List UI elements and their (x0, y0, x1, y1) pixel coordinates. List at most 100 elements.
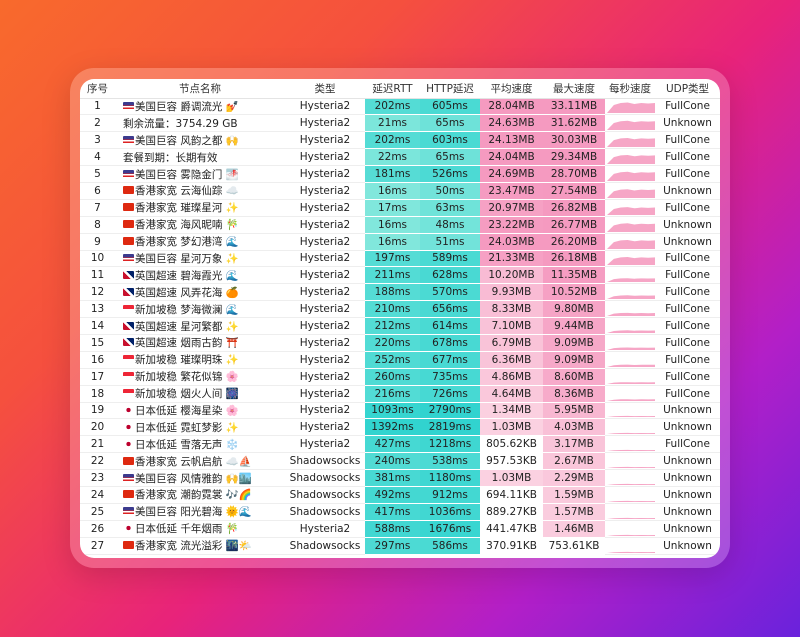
node-name: 套餐到期：长期有效 (115, 148, 285, 167)
avg-speed: 24.04MB (480, 148, 543, 167)
http-latency: 2790ms (420, 402, 480, 420)
flag-us-icon (123, 473, 134, 482)
udp-type: Unknown (655, 452, 720, 471)
col-per-second-speed-header[interactable]: 每秒速度 (605, 79, 655, 99)
avg-speed: 441.47KB (480, 520, 543, 538)
table-row[interactable]: 19 日本低延 樱海星染 🌸 Hysteria2 1093ms 2790ms 1.34MB… (80, 402, 720, 420)
table-row[interactable]: 17 新加坡稳 繁花似锦 🌸 Hysteria2 260ms 735ms 4.86MB 8.… (80, 368, 720, 386)
flag-sg-icon (123, 355, 134, 364)
table-row[interactable]: 12 英国超速 风弄花海 🍊 Hysteria2 188ms 570ms 9.93MB 10… (80, 283, 720, 302)
rtt-latency: 1392ms (365, 418, 420, 437)
row-index: 11 (80, 266, 115, 285)
table-row[interactable]: 8 香港家宽 海风昵喃 🎋 Hysteria2 16ms 48ms 23.22MB 26.7… (80, 216, 720, 234)
row-index: 15 (80, 334, 115, 352)
avg-speed: 10.20MB (480, 266, 543, 285)
table-row[interactable]: 1 美国巨容 爵调流光 💅 Hysteria2 202ms 605ms 28.04MB 33… (80, 98, 720, 116)
http-latency: 656ms (420, 300, 480, 319)
table-row[interactable]: 18 新加坡稳 烟火人间 🎆 Hysteria2 216ms 726ms 4.64MB 8.… (80, 385, 720, 403)
per-second-speed-sparkline (605, 148, 655, 167)
row-index: 12 (80, 283, 115, 302)
avg-speed: 24.13MB (480, 131, 543, 150)
col-max-speed-header[interactable]: 最大速度 (543, 79, 605, 99)
per-second-speed-sparkline (605, 452, 655, 471)
rtt-latency: 220ms (365, 334, 420, 352)
http-latency: 589ms (420, 250, 480, 268)
rtt-latency: 381ms (365, 469, 420, 487)
node-name-text: 香港家宽 璀璨星河 ✨ (135, 202, 239, 215)
node-type: Hysteria2 (285, 98, 365, 116)
sparkline-chart (607, 398, 655, 401)
rtt-latency: 21ms (365, 114, 420, 133)
node-type: Hysteria2 (285, 233, 365, 251)
http-latency: 678ms (420, 334, 480, 352)
per-second-speed-sparkline (605, 537, 655, 555)
table-row[interactable]: 9 香港家宽 梦幻港湾 🌊 Hysteria2 16ms 51ms 24.03MB 26.2… (80, 233, 720, 251)
table-row[interactable]: 20 日本低延 霓虹梦影 ✨ Hysteria2 1392ms 2819ms 1.03MB… (80, 418, 720, 437)
col-http-latency-header[interactable]: HTTP延迟 (420, 79, 480, 99)
node-type: Hysteria2 (285, 182, 365, 200)
sparkline-chart (607, 330, 655, 334)
table-row[interactable]: 21 日本低延 雪落无声 ❄️ Hysteria2 427ms 1218ms 805.62… (80, 435, 720, 454)
per-second-speed-sparkline (605, 182, 655, 200)
node-name: 美国巨容 风韵之都 🙌 (115, 131, 285, 150)
table-row[interactable]: 22 香港家宽 云帆启航 ☁️⛵ Shadowsocks 240ms 538ms 957.… (80, 452, 720, 471)
table-row[interactable]: 23 美国巨容 风情雅韵 🙌🏙️ Shadowsocks 381ms 1180ms 1.0… (80, 469, 720, 487)
col-avg-speed-header[interactable]: 平均速度 (480, 79, 543, 99)
udp-type: FullCone (655, 165, 720, 183)
avg-speed: 1.34MB (480, 402, 543, 420)
table-row[interactable]: 24 香港家宽 潮韵霓裳 🎶🌈 Shadowsocks 492ms 912ms 694.1… (80, 486, 720, 504)
udp-type: FullCone (655, 283, 720, 302)
http-latency: 1036ms (420, 503, 480, 521)
col-rtt-header[interactable]: 延迟RTT (365, 79, 420, 99)
node-name: 香港家宽 云海仙踪 ☁️ (115, 182, 285, 200)
table-row[interactable]: 16 新加坡稳 璀璨明珠 ✨ Hysteria2 252ms 677ms 6.36MB 9.… (80, 351, 720, 369)
table-row[interactable]: 6 香港家宽 云海仙踪 ☁️ Hysteria2 16ms 50ms 23.47MB 27.… (80, 182, 720, 200)
sparkline-chart (607, 171, 655, 181)
avg-speed: 889.27KB (480, 503, 543, 521)
row-index: 6 (80, 182, 115, 200)
table-row[interactable]: 15 英国超速 烟雨古韵 ⛩️ Hysteria2 220ms 678ms 6.79MB 9… (80, 334, 720, 352)
col-node-name-header[interactable]: 节点名称 (115, 79, 285, 99)
table-row[interactable]: 14 英国超速 星河繁都 ✨ Hysteria2 212ms 614ms 7.10MB 9.… (80, 317, 720, 335)
table-row[interactable]: 5 美国巨容 雾隐金门 🌁 Hysteria2 181ms 526ms 24.69MB 28… (80, 165, 720, 183)
table-row[interactable]: 13 新加坡稳 梦海微澜 🌊 Hysteria2 210ms 656ms 8.33MB 9.… (80, 300, 720, 319)
row-index: 5 (80, 165, 115, 183)
max-speed: 11.35MB (543, 266, 605, 285)
http-latency: 48ms (420, 216, 480, 234)
col-udp-type-header[interactable]: UDP类型 (655, 79, 720, 99)
http-latency: 50ms (420, 182, 480, 200)
udp-type: FullCone (655, 334, 720, 352)
max-speed: 27.54MB (543, 182, 605, 200)
table-row[interactable]: 3 美国巨容 风韵之都 🙌 Hysteria2 202ms 603ms 24.13MB 30… (80, 131, 720, 150)
http-latency: 570ms (420, 283, 480, 302)
table-row[interactable]: 11 英国超速 碧海霞光 🌊 Hysteria2 211ms 628ms 10.20MB 1… (80, 266, 720, 285)
per-second-speed-sparkline (605, 520, 655, 538)
table-row[interactable]: 27 香港家宽 流光溢彩 🌃🌤️ Shadowsocks 297ms 586ms 370.… (80, 537, 720, 555)
table-row[interactable]: 2 剩余流量：3754.29 GB Hysteria2 21ms 65ms 24.63MB… (80, 114, 720, 133)
table-row[interactable]: 25 美国巨容 阳光碧海 🌞🌊 Shadowsocks 417ms 1036ms 889.… (80, 503, 720, 521)
node-name-text: 英国超速 星河繁都 ✨ (135, 320, 239, 333)
table-row[interactable]: 4 套餐到期：长期有效 Hysteria2 22ms 65ms 24.04MB 29.34M… (80, 148, 720, 167)
table-row[interactable]: 26 日本低延 千年烟雨 🎋 Hysteria2 588ms 1676ms 441.47K… (80, 520, 720, 538)
row-index: 21 (80, 435, 115, 454)
node-type: Hysteria2 (285, 199, 365, 217)
node-name-text: 美国巨容 雾隐金门 🌁 (135, 168, 239, 181)
node-name: 剩余流量：3754.29 GB (115, 114, 285, 133)
per-second-speed-sparkline (605, 385, 655, 403)
node-name-text: 香港家宽 梦幻港湾 🌊 (135, 236, 239, 249)
sparkline-chart (607, 534, 655, 536)
node-name: 香港家宽 流光溢彩 🌃🌤️ (115, 537, 285, 555)
rtt-latency: 16ms (365, 216, 420, 234)
node-name: 香港家宽 潮韵霓裳 🎶🌈 (115, 486, 285, 504)
col-index-header[interactable]: 序号 (80, 79, 115, 99)
sparkline-chart (607, 257, 655, 266)
col-type-header[interactable]: 类型 (285, 79, 365, 99)
table-row[interactable]: 7 香港家宽 璀璨星河 ✨ Hysteria2 17ms 63ms 20.97MB 26.8… (80, 199, 720, 217)
flag-hk-icon (123, 203, 134, 212)
flag-us-icon (123, 507, 134, 516)
udp-type: FullCone (655, 266, 720, 285)
udp-type: Unknown (655, 233, 720, 251)
table-row[interactable]: 10 美国巨容 星河万象 ✨ Hysteria2 197ms 589ms 21.33MB 2… (80, 250, 720, 268)
node-name: 英国超速 烟雨古韵 ⛩️ (115, 334, 285, 352)
max-speed: 33.11MB (543, 98, 605, 116)
